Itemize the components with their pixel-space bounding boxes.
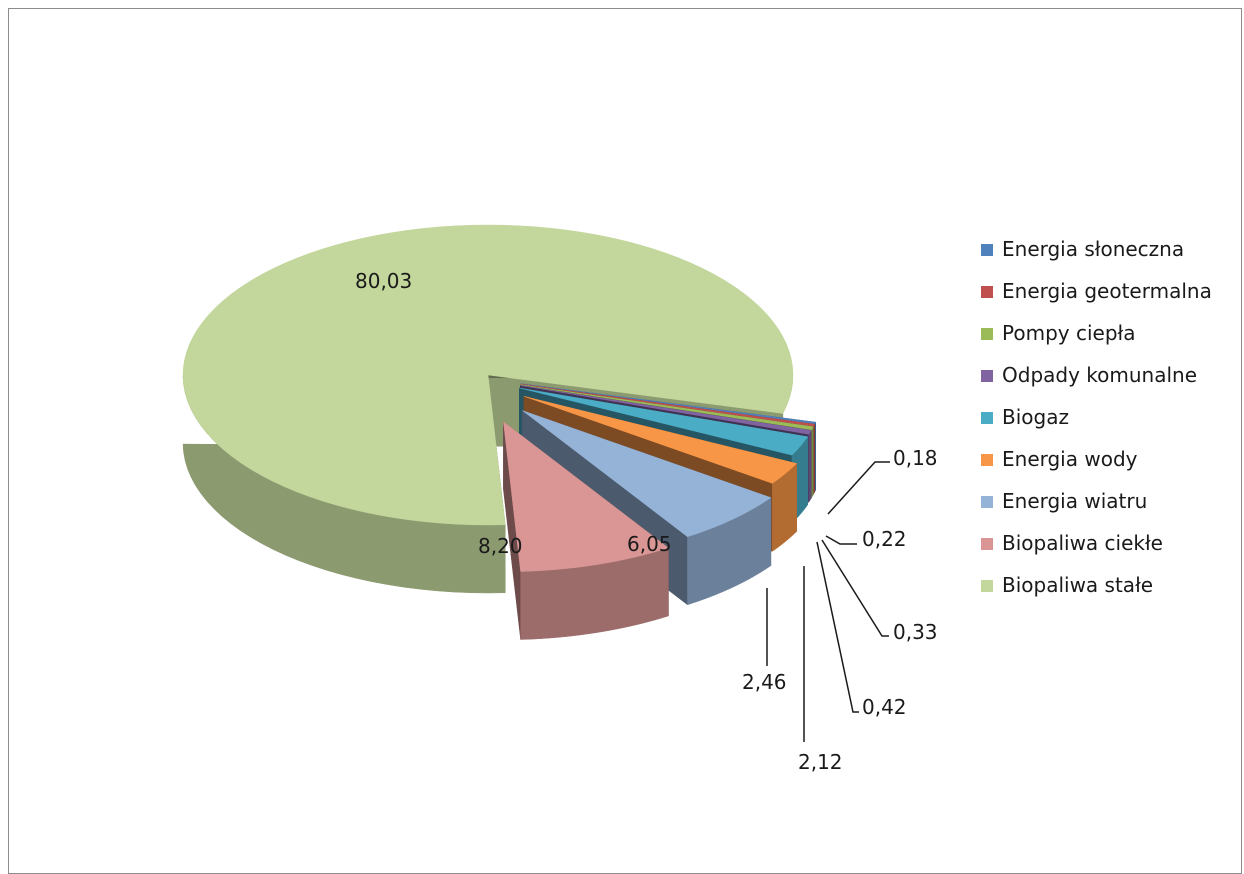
data-label: 0,18 <box>893 446 938 470</box>
legend-label: Odpady komunalne <box>1002 363 1197 387</box>
legend-swatch <box>981 328 993 340</box>
legend-swatch <box>981 454 993 466</box>
legend-label: Energia wody <box>1002 447 1138 471</box>
leader-line <box>825 535 857 545</box>
legend-swatch <box>981 412 993 424</box>
legend-swatch <box>981 538 993 550</box>
legend-swatch <box>981 496 993 508</box>
legend-label: Biopaliwa ciekłe <box>1002 531 1163 555</box>
pie-slice-top <box>519 387 809 456</box>
slices-layer <box>182 224 817 640</box>
pie-slice-rim <box>813 424 815 496</box>
pie-slice-top <box>520 385 812 435</box>
legend-swatch <box>981 244 993 256</box>
legend-label: Biogaz <box>1002 405 1069 429</box>
data-label: 80,03 <box>355 269 412 293</box>
pie-slice-top <box>523 396 798 484</box>
legend: Energia słoneczna Energia geotermalna Pomp… <box>981 237 1212 597</box>
pie-slice-rim <box>811 425 814 499</box>
data-label: 2,46 <box>742 670 787 694</box>
leader-line <box>816 541 859 713</box>
pie-slice <box>503 421 669 640</box>
legend-swatch <box>981 580 993 592</box>
pie-slice-rim <box>808 429 812 504</box>
pie-slice-top <box>182 224 794 526</box>
pie-slice-top <box>503 421 669 572</box>
legend-swatch <box>981 286 993 298</box>
legend-label: Energia słoneczna <box>1002 237 1184 261</box>
legend-swatch <box>981 370 993 382</box>
leader-line <box>821 539 889 637</box>
data-label: 8,20 <box>478 534 523 558</box>
labels-layer: 0,18 0,22 0,33 0,42 2,12 2,46 6,05 8,20 80,03 <box>355 269 938 774</box>
legend-label: Pompy ciepła <box>1002 321 1135 345</box>
legend-label: Energia wiatru <box>1002 489 1147 513</box>
legend-label: Biopaliwa stałe <box>1002 573 1153 597</box>
legend-label: Energia geotermalna <box>1002 279 1212 303</box>
pie-slice-top <box>522 410 772 538</box>
data-label: 0,33 <box>893 620 938 644</box>
leader-line <box>827 461 890 515</box>
data-label: 2,12 <box>798 750 843 774</box>
data-label: 0,42 <box>862 695 907 719</box>
data-label: 0,22 <box>862 527 907 551</box>
data-label: 6,05 <box>627 532 672 556</box>
